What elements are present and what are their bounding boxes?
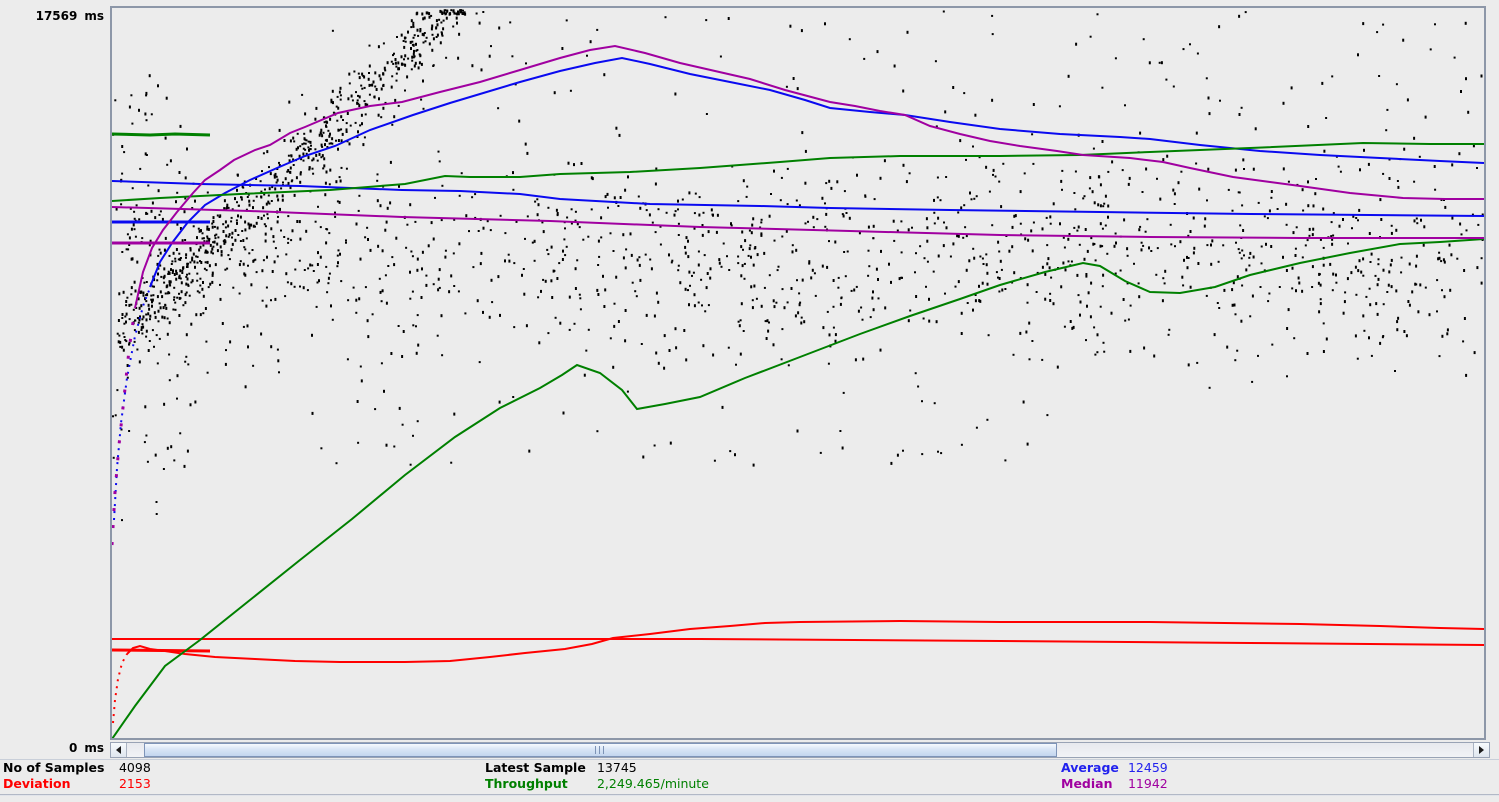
stat-median: Median 11942 [1061,776,1168,792]
status-column-center: Latest Sample 13745 Throughput 2,249.465… [485,760,709,792]
line-median-previous [112,206,1484,239]
stat-label-median: Median [1061,776,1113,791]
chart-frame [110,6,1486,740]
line-average-current [149,56,1484,288]
stat-value-deviation: 2153 [118,776,151,791]
stat-throughput: Throughput 2,249.465/minute [485,776,709,792]
line-median-current [134,44,1484,309]
stat-average: Average 12459 [1061,760,1168,776]
line-throughput-remnant [112,132,211,137]
stat-no-of-samples: No of Samples 4098 [3,760,151,776]
line-deviation-current [126,619,1484,663]
stat-label-latest-sample: Latest Sample [485,760,586,775]
y-axis-min-label: 0 ms [68,741,104,755]
line-deviation-previous [112,638,1484,646]
y-axis-max-label: 17569 ms [35,9,104,23]
horizontal-scrollbar[interactable] [110,742,1490,758]
scrollbar-left-arrow-button[interactable] [111,743,127,757]
sample-dots [112,9,1484,522]
stat-value-no-of-samples: 4098 [118,760,151,775]
status-column-right: Average 12459 Median 11942 [1061,760,1168,792]
stat-label-average: Average [1061,760,1119,775]
line-average-previous [112,180,1484,217]
status-bar: No of Samples 4098 Deviation 2153 Latest… [0,760,1499,794]
line-throughput-previous [112,141,1484,202]
statusbar-separator [0,759,1499,760]
stat-value-latest-sample: 13745 [596,760,637,775]
plot-layer [112,9,1484,738]
stat-value-median: 11942 [1127,776,1168,791]
stat-label-no-of-samples: No of Samples [3,760,105,775]
scrollbar-grip-icon [595,746,606,754]
status-column-left: No of Samples 4098 Deviation 2153 [3,760,151,792]
scrollbar-thumb[interactable] [144,743,1057,757]
stat-label-deviation: Deviation [3,776,71,791]
scrollbar-track[interactable] [127,743,1473,757]
stat-label-throughput: Throughput [485,776,568,791]
window-bottom-bevel [0,794,1499,796]
scrollbar-right-arrow-button[interactable] [1473,743,1489,757]
stat-deviation: Deviation 2153 [3,776,151,792]
stat-latest-sample: Latest Sample 13745 [485,760,709,776]
arrow-left-icon [116,746,121,754]
arrow-right-icon [1479,746,1484,754]
line-throughput-current [112,238,1484,738]
line-deviation-current-tail [112,653,128,724]
stat-value-throughput: 2,249.465/minute [596,776,709,791]
stat-value-average: 12459 [1127,760,1168,775]
